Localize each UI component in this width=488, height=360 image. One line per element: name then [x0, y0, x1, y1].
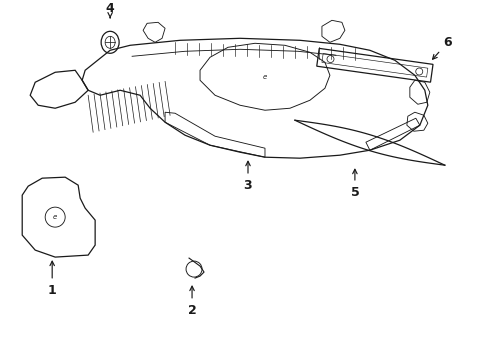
- Text: e: e: [263, 74, 266, 80]
- Text: 6: 6: [432, 36, 451, 59]
- Text: 2: 2: [187, 286, 196, 316]
- Text: 4: 4: [105, 2, 114, 18]
- Text: e: e: [53, 214, 57, 220]
- Text: 5: 5: [350, 169, 359, 199]
- Text: 1: 1: [48, 261, 57, 297]
- Text: 3: 3: [243, 161, 252, 192]
